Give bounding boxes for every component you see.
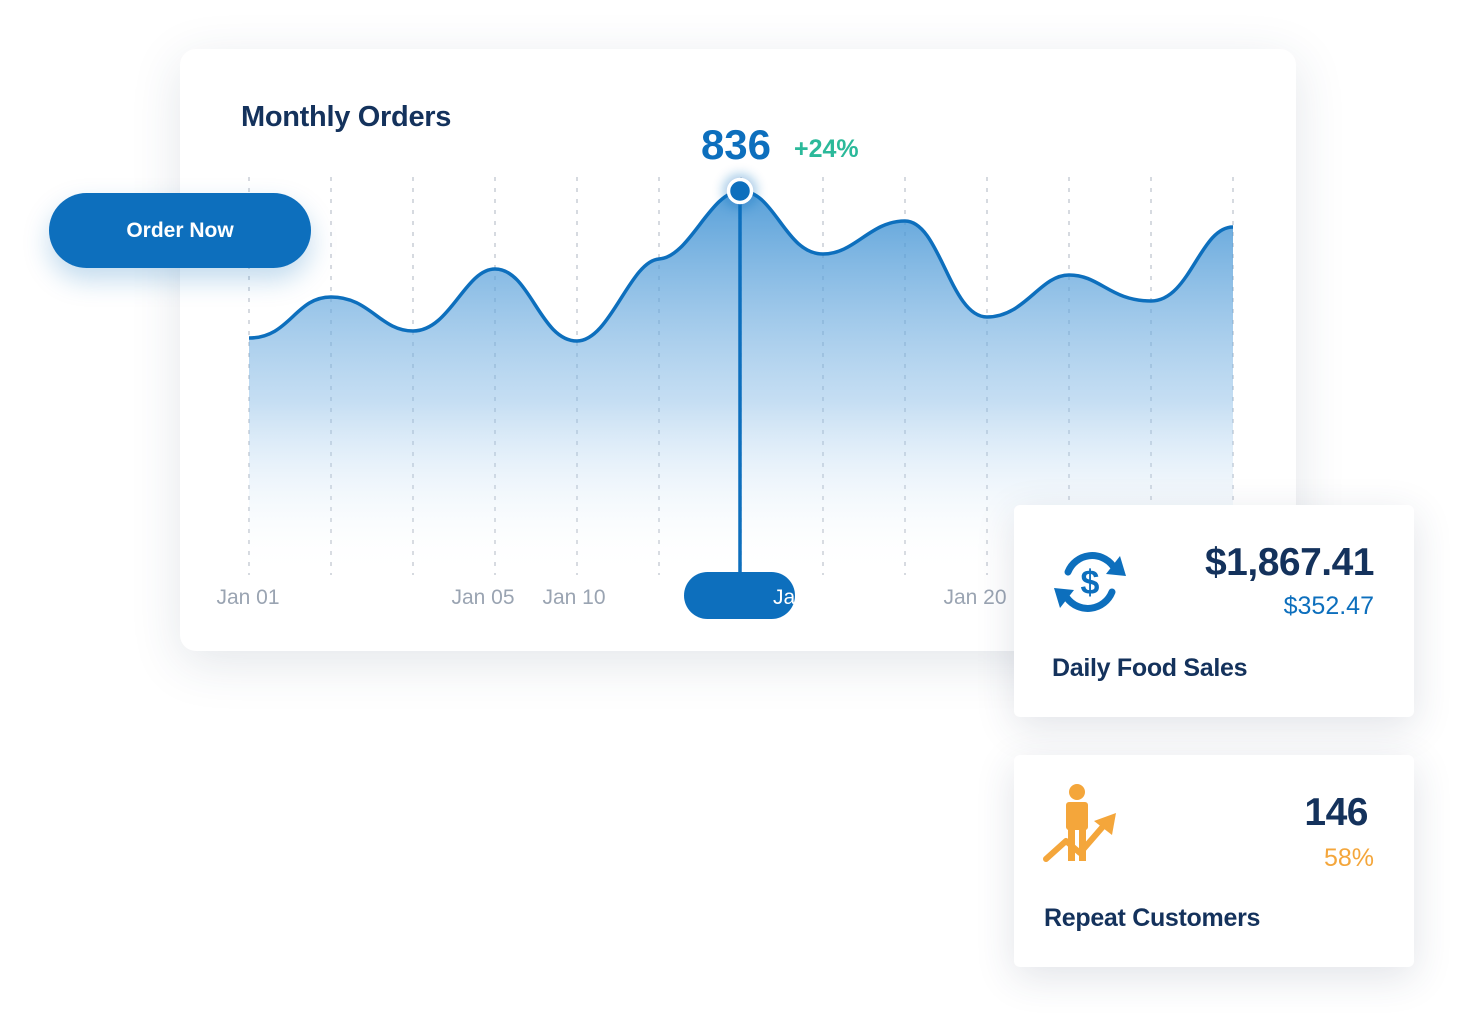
monthly-orders-card: Monthly Orders (180, 49, 1296, 651)
customers-percent: 58% (1323, 844, 1374, 872)
sales-sub-amount: $352.47 (1283, 592, 1374, 620)
highlight-change: +24% (794, 135, 859, 163)
active-tick-pill[interactable]: Ja (684, 572, 796, 619)
x-tick-label: Jan 20 (943, 586, 1006, 609)
x-tick-label: Jan 01 (216, 586, 279, 609)
person-growth-icon (1043, 784, 1116, 862)
order-now-button[interactable]: Order Now (49, 193, 311, 268)
daily-food-sales-card: $ $1,867.41 $352.47 Daily Food Sales (1014, 505, 1414, 717)
svg-text:$: $ (1081, 564, 1100, 602)
customers-count: 146 (1304, 791, 1368, 834)
repeat-customers-card: 146 58% Repeat Customers (1014, 755, 1414, 967)
x-tick-label: Jan 10 (542, 586, 605, 609)
highlight-point[interactable] (726, 177, 754, 205)
chart-title: Monthly Orders (241, 101, 452, 133)
currency-exchange-icon: $ (1054, 552, 1126, 612)
highlight-value: 836 (701, 121, 771, 168)
sales-label: Daily Food Sales (1052, 654, 1248, 682)
sales-amount: $1,867.41 (1204, 541, 1375, 584)
orders-area-chart: 836 +24% Jan 01 Jan 05 Jan 10 Jan 20 Ja (216, 121, 1234, 619)
active-tick-label: Ja (773, 586, 796, 609)
customers-label: Repeat Customers (1044, 904, 1261, 932)
x-tick-label: Jan 05 (451, 586, 514, 609)
